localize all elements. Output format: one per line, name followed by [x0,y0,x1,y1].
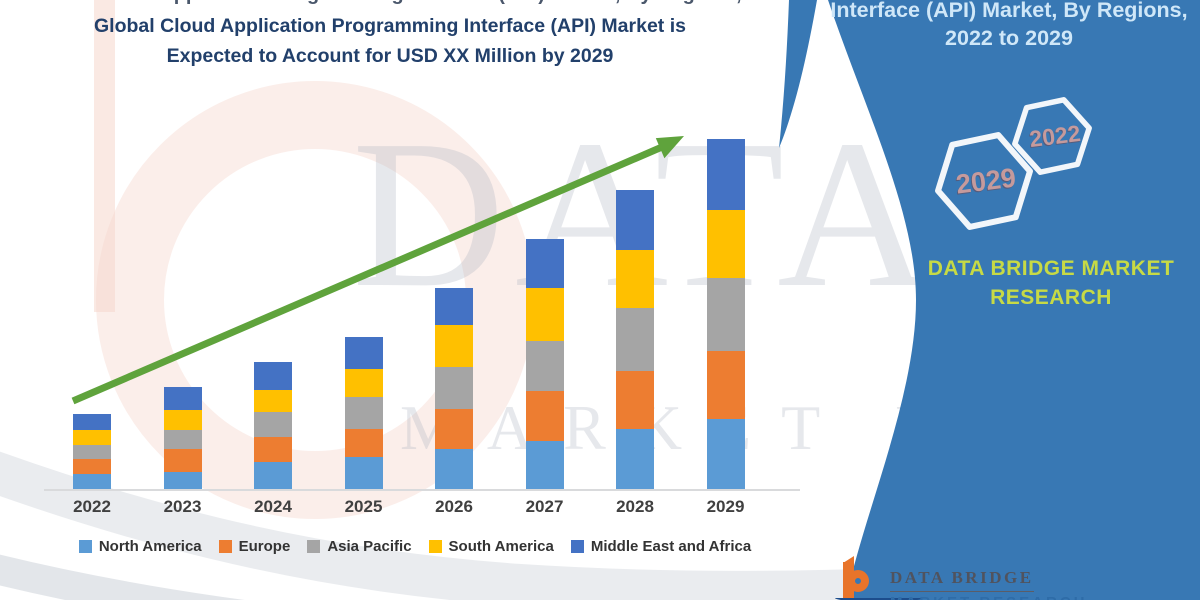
stacked-bar-2023 [163,387,202,489]
logo-b-bowl [847,570,869,592]
legend-swatch-icon [428,540,442,553]
bar-segment-2024-south-america [254,390,292,412]
bar-segment-2022-middle-east-and-africa [73,414,111,430]
stacked-bar-2026 [435,288,473,489]
panel-title-line1: Interface (API) Market, By Regions, [830,0,1188,22]
bar-segment-2029-south-america [706,210,745,278]
bar-segment-2025-middle-east-and-africa [344,337,383,369]
bar-segment-2028-middle-east-and-africa [616,190,654,250]
bar-segment-2026-south-america [435,325,473,367]
x-axis-label-2029: 2029 [706,497,745,516]
logo-wordmark: DATA BRIDGE [890,568,1034,592]
bar-segment-2028-north-america [616,429,654,489]
bar-segment-2025-south-america [344,369,383,397]
legend-item-south-america: South America [428,538,554,555]
brand-name: DATA BRIDGE MARKET RESEARCH [905,254,1197,312]
logo-swoosh [835,594,923,600]
bar-segment-2028-asia-pacific [616,308,654,371]
bar-segment-2028-europe [616,371,654,429]
bar-segment-2027-north-america [525,441,564,489]
legend-item-europe: Europe [218,538,291,555]
bar-segment-2023-north-america [163,472,202,489]
brand-name-line2: RESEARCH [990,286,1112,309]
legend-label: Europe [238,538,291,555]
brand-name-line1: DATA BRIDGE MARKET [927,257,1175,280]
blue-panel-shape [828,0,1200,600]
x-axis-label-2025: 2025 [344,497,383,516]
x-axis-label-2028: 2028 [616,497,654,516]
bar-segment-2026-middle-east-and-africa [435,288,473,325]
stacked-bar-plot: 2022 2023 2024 2025 2026 2027 2028 2029 [44,139,800,516]
bar-segment-2025-north-america [344,457,383,489]
x-axis-label-2024: 2024 [254,497,292,516]
legend-swatch-icon [78,540,92,553]
bar-segment-2026-north-america [435,449,473,489]
logo-b-icon [843,556,854,563]
bar-segment-2025-asia-pacific [344,397,383,429]
legend-label: South America [448,538,554,555]
stacked-bar-2025 [344,337,383,489]
bar-segment-2027-europe [525,391,564,441]
bar-segment-2024-asia-pacific [254,412,292,437]
bar-segment-2023-asia-pacific [163,430,202,449]
bar-segment-2027-asia-pacific [525,341,564,391]
bar-segment-2022-asia-pacific [73,445,111,459]
legend-label: North America [98,538,202,555]
bar-segment-2022-europe [73,459,111,474]
legend-swatch-icon [307,540,321,553]
cropped-heading-artifact: Global Cloud Application Programming Int… [30,0,790,6]
stacked-bar-2022 [73,414,111,489]
x-axis-label-2027: 2027 [525,497,564,516]
chart-legend: North America Europe Asia Pacific South Ame… [30,538,800,555]
x-axis-label-2026: 2026 [435,497,473,516]
bar-segment-2027-middle-east-and-africa [525,239,564,288]
trend-arrow [71,136,684,405]
chart-title-line1: Global Cloud Application Programming Int… [94,15,686,37]
x-axis-label-2023: 2023 [163,497,202,516]
bar-segment-2029-north-america [706,419,745,489]
legend-item-north-america: North America [78,538,202,555]
stacked-bar-2028 [616,190,654,489]
bar-segment-2023-middle-east-and-africa [163,387,202,410]
bar-segment-2029-europe [706,351,745,419]
bar-segment-2023-south-america [163,410,202,430]
logo-subtext-cropped: MARKET RESEARCH [890,594,1110,600]
hexagon-2029 [935,132,1033,230]
stacked-bar-2024 [254,362,292,489]
legend-item-asia-pacific: Asia Pacific [307,538,412,555]
panel-title-line2: 2022 to 2029 [945,26,1073,50]
bar-segment-2026-asia-pacific [435,367,473,409]
legend-item-middle-east-and-africa: Middle East and Africa [570,538,752,555]
hexagon-2022 [1012,97,1092,175]
bar-segment-2023-europe [163,449,202,472]
bar-segment-2024-europe [254,437,292,462]
bar-segment-2029-asia-pacific [706,278,745,351]
bar-segment-2027-south-america [525,288,564,341]
panel-title: Interface (API) Market, By Regions, 2022… [818,0,1200,52]
stacked-bar-2027 [525,239,564,489]
data-bridge-logo: DATA BRIDGE MARKET RESEARCH [833,552,1163,600]
bar-segment-2029-middle-east-and-africa [706,139,745,210]
bar-segment-2026-europe [435,409,473,449]
chart-title-line2: Expected to Account for USD XX Million b… [166,45,614,67]
legend-swatch-icon [218,540,232,553]
stacked-bar-2029 [706,139,745,489]
x-axis-label-2022: 2022 [73,497,111,516]
bar-segment-2028-south-america [616,250,654,308]
blue-panel-top-sliver [779,0,817,148]
x-axis-line [44,489,800,491]
bar-segment-2022-south-america [73,430,111,445]
chart-title: Global Cloud Application Programming Int… [28,11,752,71]
legend-label: Middle East and Africa [590,538,752,555]
bar-segment-2024-north-america [254,462,292,489]
legend-label: Asia Pacific [327,538,412,555]
bar-segment-2024-middle-east-and-africa [254,362,292,390]
bar-segment-2025-europe [344,429,383,457]
bar-segment-2022-north-america [73,474,111,489]
legend-swatch-icon [570,540,584,553]
